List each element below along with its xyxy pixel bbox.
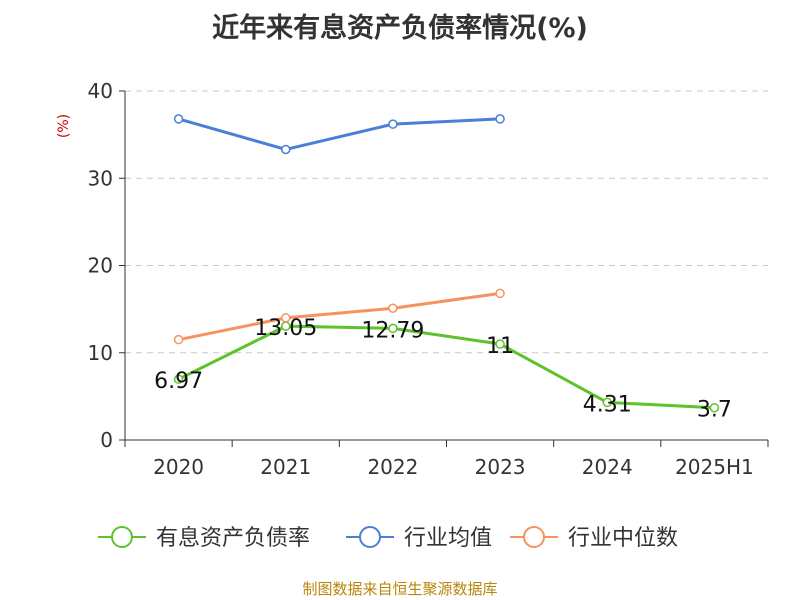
series-point-2 bbox=[173, 334, 184, 345]
chart-title: 近年来有息资产负债率情况(%) bbox=[212, 13, 588, 44]
data-labels: 6.97 13.05 12.79 11 4.31 3.7 bbox=[154, 316, 732, 423]
series-point-2 bbox=[281, 313, 291, 323]
legend-marker-0 bbox=[111, 526, 133, 548]
series-point-0 bbox=[709, 402, 720, 413]
grid-lines bbox=[125, 90, 768, 354]
y-tick-label: 40 bbox=[88, 79, 113, 103]
series-point-2 bbox=[495, 288, 505, 299]
series-point-0 bbox=[495, 339, 505, 349]
series-point-0 bbox=[388, 323, 398, 334]
x-tick-label: 2020 bbox=[153, 455, 204, 479]
x-tick-label: 2022 bbox=[367, 455, 418, 479]
series-lines bbox=[173, 114, 720, 413]
y-axis-unit-label: (%) bbox=[56, 114, 72, 138]
data-label: 13.05 bbox=[254, 316, 317, 341]
legend: 有息资产负债率 行业均值 行业中位数 bbox=[98, 526, 678, 551]
data-label: 11 bbox=[486, 334, 514, 359]
data-label: 12.79 bbox=[361, 318, 424, 343]
y-tick-label: 0 bbox=[100, 428, 113, 452]
x-tick-label: 2023 bbox=[475, 455, 526, 479]
y-tick-label: 30 bbox=[88, 166, 113, 190]
y-tick-label: 20 bbox=[88, 254, 113, 278]
series-point-0 bbox=[602, 397, 612, 408]
series-point-2 bbox=[388, 303, 398, 314]
series-point-1 bbox=[388, 119, 398, 129]
series-line-2 bbox=[178, 291, 501, 342]
series-point-1 bbox=[281, 144, 291, 155]
legend-label-0: 有息资产负债率 bbox=[156, 526, 310, 551]
x-tick-label: 2021 bbox=[260, 455, 311, 479]
data-label: 3.7 bbox=[697, 398, 732, 423]
x-tick-label: 2025H1 bbox=[675, 455, 754, 479]
series-line-1 bbox=[178, 117, 501, 151]
series-point-1 bbox=[173, 114, 184, 124]
data-label: 6.97 bbox=[154, 369, 203, 394]
y-tick-label: 10 bbox=[88, 341, 113, 365]
axes: 0 10 20 30 40 2020 2021 2022 2023 2024 2025H1 bbox=[88, 79, 769, 479]
data-label: 4.31 bbox=[583, 392, 632, 417]
x-tick-label: 2024 bbox=[582, 455, 633, 479]
series-point-0 bbox=[173, 374, 184, 384]
series-point-1 bbox=[495, 114, 505, 124]
legend-label-2: 行业中位数 bbox=[568, 526, 678, 551]
legend-marker-2 bbox=[523, 526, 545, 548]
legend-marker-1 bbox=[359, 526, 381, 548]
source-note: 制图数据来自恒生聚源数据库 bbox=[302, 580, 498, 598]
series-line-0 bbox=[177, 324, 715, 410]
legend-label-1: 行业均值 bbox=[404, 526, 492, 551]
